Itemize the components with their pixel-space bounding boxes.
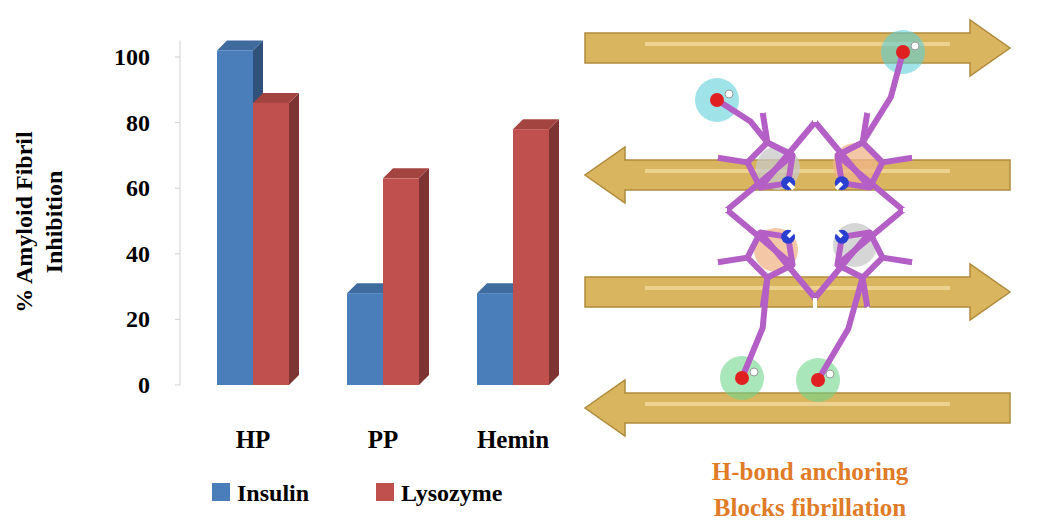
nh-bond	[788, 231, 794, 237]
nitrogen	[835, 176, 849, 190]
y-axis-line	[180, 41, 181, 385]
h-stick	[714, 156, 718, 158]
meso-bridge	[727, 155, 793, 264]
group-highlight	[796, 358, 840, 402]
substituent	[883, 258, 913, 263]
hydrogen	[725, 90, 733, 98]
legend-label: Lysozyme	[401, 480, 503, 506]
nh-bond	[788, 183, 794, 189]
nitrogen	[781, 176, 795, 190]
side-chain	[717, 100, 767, 142]
side-chain	[818, 278, 863, 380]
h-stick	[867, 103, 875, 113]
bar	[347, 293, 383, 385]
beta-strand	[585, 147, 1010, 203]
y-axis-label: % Amyloid FibrilInhibition	[11, 131, 67, 313]
bar	[383, 178, 419, 385]
y-tick-label: 80	[126, 110, 150, 136]
bar	[477, 293, 513, 385]
y-tick	[175, 385, 180, 386]
y-tick	[175, 188, 180, 189]
chart-root: % Amyloid FibrilInhibition 0 20 40 60 80 100 HP…	[0, 0, 1062, 531]
meso-bridge	[760, 122, 869, 188]
y-tick	[175, 253, 180, 254]
substituent	[718, 158, 748, 163]
oxygen	[710, 93, 724, 107]
oxygen	[811, 373, 825, 387]
y-tick-label: 0	[138, 372, 150, 398]
nitrogen	[835, 230, 849, 244]
beta-strand	[585, 20, 1010, 76]
y-tick-label: 40	[126, 241, 150, 267]
x-tick-label: HP	[236, 426, 271, 453]
oxygen	[735, 371, 749, 385]
y-tick-label: 60	[126, 175, 150, 201]
beta-strand	[585, 380, 1010, 436]
h-stick	[912, 262, 928, 264]
bar	[217, 50, 253, 385]
legend-label: Insulin	[237, 480, 309, 506]
oxygen	[896, 45, 910, 59]
h-stick	[714, 262, 718, 264]
substituent	[883, 158, 913, 163]
hydrogen	[750, 368, 758, 376]
bar-side	[549, 119, 559, 385]
h-stick	[763, 103, 767, 113]
h-bond-stick	[813, 298, 817, 312]
bar-side	[289, 93, 299, 385]
nh-bond	[836, 183, 842, 189]
x-tick-label: PP	[368, 426, 399, 453]
strand-highlight	[645, 402, 950, 406]
h-bond-stick	[713, 208, 727, 212]
bar-top	[513, 119, 559, 129]
side-chain	[863, 52, 903, 142]
group-highlight	[720, 356, 764, 400]
bar-top	[383, 168, 429, 178]
bar-top	[253, 93, 299, 103]
h-bond-stick	[813, 108, 817, 122]
nitrogen	[781, 230, 795, 244]
h-stick	[912, 156, 928, 158]
group-highlight	[695, 78, 739, 122]
strand-highlight	[645, 286, 950, 290]
y-tick	[175, 57, 180, 58]
meso-bridge	[760, 232, 869, 298]
annotation: H-bond anchoring	[712, 458, 909, 485]
h-stick	[867, 307, 875, 317]
meso-bridge	[837, 155, 903, 264]
hydrogen	[826, 370, 834, 378]
bar	[253, 103, 289, 385]
nh-bond	[836, 231, 842, 237]
side-chain	[742, 278, 767, 378]
y-tick	[175, 319, 180, 320]
legend-swatch	[376, 483, 394, 501]
group-highlight	[881, 30, 925, 74]
x-tick-label: Hemin	[477, 426, 549, 453]
bar-top	[217, 40, 263, 50]
y-tick-label: 100	[114, 44, 150, 70]
substituent	[718, 258, 748, 263]
hydrogen	[911, 42, 919, 50]
annotation: Blocks fibrillation	[714, 494, 906, 521]
bars	[217, 40, 559, 385]
legend-swatch	[212, 483, 230, 501]
bar	[513, 129, 549, 385]
bar-side	[419, 168, 429, 385]
y-tick	[175, 122, 180, 123]
h-bond-stick	[903, 208, 917, 212]
illustration	[585, 20, 1010, 436]
y-tick-label: 20	[126, 306, 150, 332]
